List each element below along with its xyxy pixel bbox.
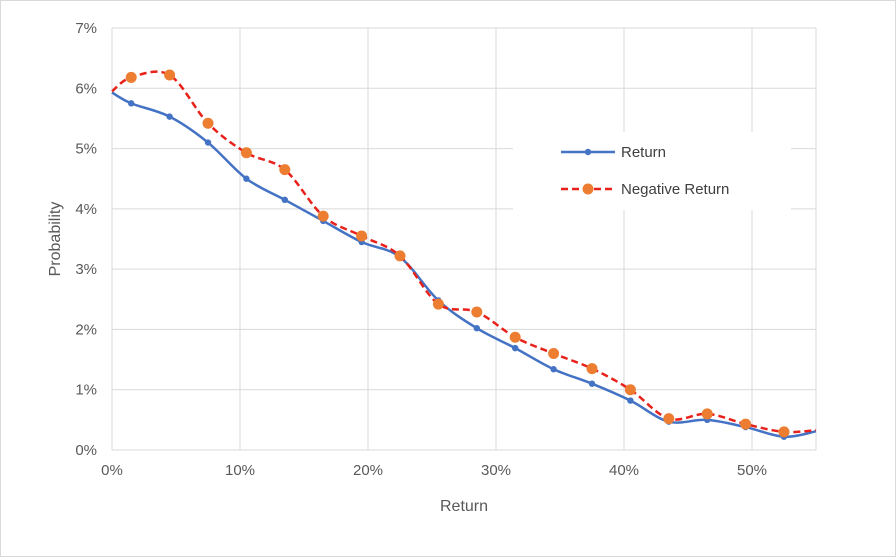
- return-point: [627, 397, 634, 404]
- legend-marker-negative-return: [582, 183, 594, 195]
- negative-return-point: [125, 71, 137, 83]
- legend-label-negative-return: Negative Return: [621, 181, 729, 198]
- negative-return-point: [279, 164, 291, 176]
- x-tick-label: 50%: [737, 462, 767, 479]
- return-point: [243, 175, 250, 182]
- x-tick-label: 30%: [481, 462, 511, 479]
- negative-return-point: [356, 230, 368, 242]
- legend-label-return: Return: [621, 144, 666, 161]
- legend: Return Negative Return: [561, 144, 729, 198]
- negative-return-point: [202, 117, 214, 129]
- x-tick-label: 40%: [609, 462, 639, 479]
- return-point: [128, 100, 135, 107]
- negative-return-point: [778, 426, 790, 438]
- return-point: [473, 325, 480, 332]
- negative-return-point: [740, 418, 752, 430]
- y-tick-label: 3%: [75, 261, 97, 278]
- negative-return-line: [111, 70, 817, 434]
- negative-return-point: [548, 348, 560, 360]
- y-tick-label: 6%: [75, 80, 97, 97]
- return-line: [111, 91, 817, 438]
- y-tick-label: 4%: [75, 201, 97, 218]
- legend-marker-return: [584, 148, 592, 156]
- negative-return-point: [701, 408, 713, 420]
- negative-return-point: [432, 298, 444, 310]
- return-point: [588, 380, 596, 387]
- negative-return-point: [471, 306, 483, 318]
- return-point: [166, 113, 173, 120]
- negative-return-point: [663, 413, 675, 425]
- series-negative-return: [111, 69, 817, 438]
- negative-return-point: [624, 384, 636, 396]
- y-tick-label: 5%: [75, 141, 97, 158]
- x-axis-title: Return: [440, 498, 488, 515]
- legend-box: [513, 132, 791, 210]
- y-axis-tick-labels: 0% 1% 2% 3% 4% 5% 6% 7%: [75, 20, 97, 459]
- y-tick-label: 0%: [75, 442, 97, 459]
- x-tick-label: 10%: [225, 462, 255, 479]
- x-axis-tick-labels: 0% 10% 20% 30% 40% 50%: [101, 462, 767, 479]
- return-point: [281, 196, 288, 204]
- return-point: [512, 344, 519, 352]
- series-layer: [111, 69, 817, 440]
- x-tick-label: 20%: [353, 462, 383, 479]
- negative-return-point: [240, 147, 252, 159]
- y-tick-label: 2%: [75, 321, 97, 338]
- y-tick-label: 1%: [75, 382, 97, 399]
- gridlines: [111, 27, 817, 451]
- return-point: [550, 366, 557, 373]
- return-point: [204, 139, 212, 146]
- y-tick-label: 7%: [75, 20, 97, 37]
- y-axis-title: Probability: [47, 202, 64, 277]
- negative-return-point: [586, 363, 598, 375]
- negative-return-point: [394, 250, 406, 262]
- x-tick-label: 0%: [101, 462, 123, 479]
- negative-return-point: [164, 69, 176, 81]
- negative-return-point: [509, 331, 521, 343]
- negative-return-point: [317, 210, 329, 222]
